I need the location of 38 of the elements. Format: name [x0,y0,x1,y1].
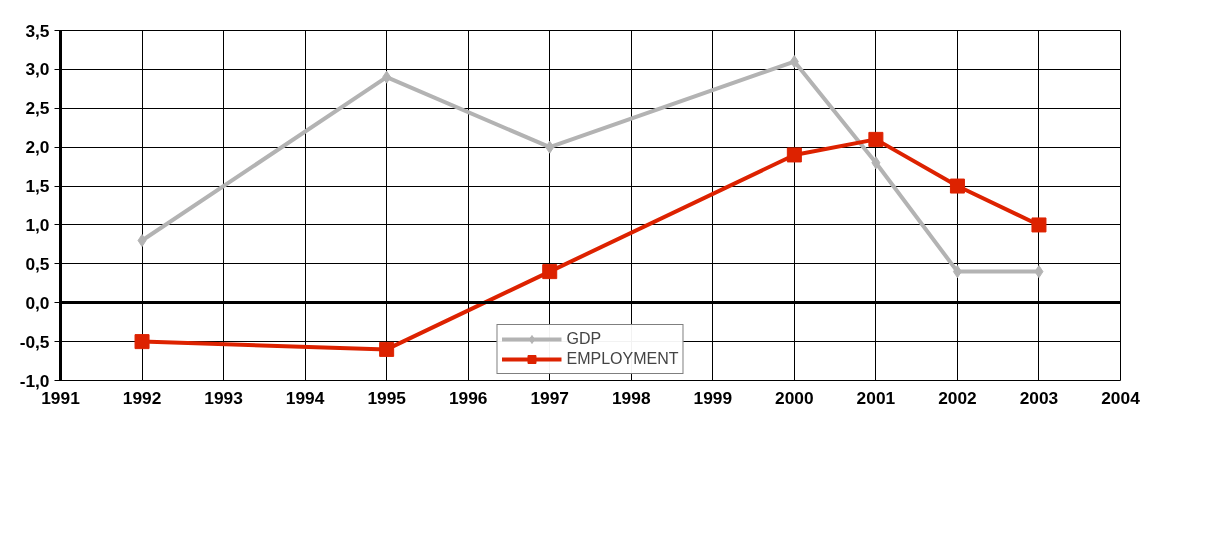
point [789,55,799,69]
y-tick-label: 2,5 [25,98,50,119]
legend-label: GDP [566,330,602,348]
y-tick-label: 3,5 [25,20,50,41]
point [1031,217,1047,233]
x-tick-label: 1997 [530,387,570,408]
point [137,234,147,247]
point [545,140,555,154]
y-tick-label: 2,0 [25,137,50,158]
x-tick-label: 1999 [693,387,733,408]
point [871,156,881,170]
point [786,147,802,163]
y-tick-label: 0,0 [25,292,50,313]
x-tick-label: 2004 [1101,387,1141,408]
point [952,265,962,279]
point [134,334,150,350]
x-tick-label: 1994 [285,387,325,408]
point [542,264,558,280]
legend-label: EMPLOYMENT [566,350,679,368]
point [868,131,884,147]
x-tick-label: 2001 [856,387,896,408]
y-tick-label: 3,0 [25,59,50,80]
x-tick-label: 2002 [938,387,977,408]
x-tick-label: 1996 [448,387,488,408]
point [379,341,395,357]
x-tick-label: 2000 [775,387,814,408]
y-tick-label: 1,0 [25,214,50,235]
x-tick-label: 1998 [612,387,651,408]
y-tick-label: -0,5 [19,331,50,352]
x-tick-label: 2003 [1019,387,1059,408]
point [382,70,392,84]
x-tick-label: 1993 [204,387,244,408]
y-tick-label: 1,5 [25,176,50,197]
x-tick-label: 1995 [367,387,407,408]
point [1034,265,1044,279]
point [949,178,965,194]
y-tick-label: 0,5 [25,253,50,274]
x-tick-label: 1992 [122,387,162,408]
